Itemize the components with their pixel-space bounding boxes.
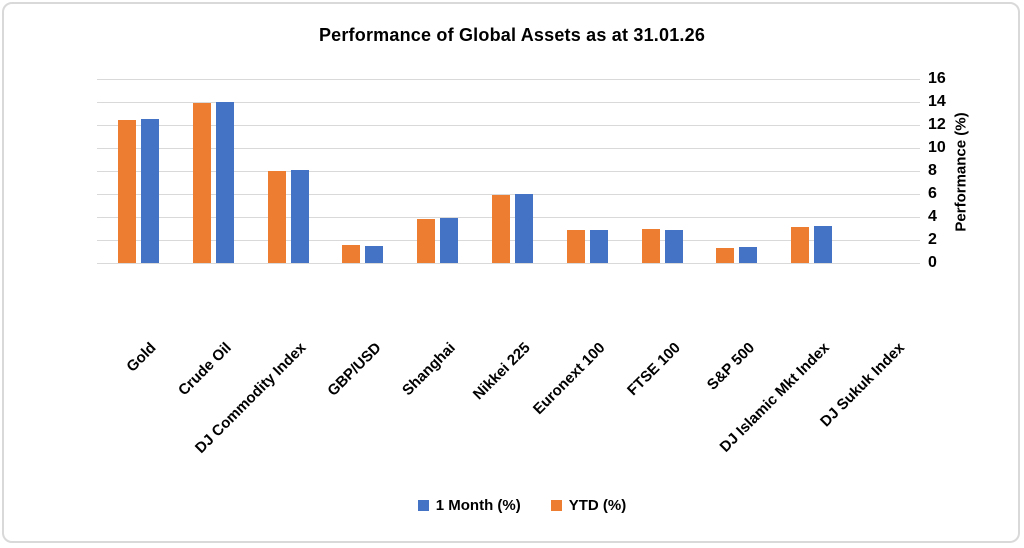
- legend-label: 1 Month (%): [435, 497, 521, 514]
- bar-ytd-crude-oil: [192, 103, 211, 263]
- bar-ytd-shanghai: [417, 219, 436, 263]
- x-category-label: S&P 500: [704, 339, 759, 394]
- bar-ytd-gold: [117, 120, 136, 263]
- y-tick-label: 4: [928, 208, 937, 225]
- bar-ytd-ftse-100: [641, 228, 660, 263]
- x-category-label: Nikkei 225: [469, 339, 534, 404]
- bar-1-month-s-p-500: [739, 246, 758, 263]
- legend-swatch-ytd: [550, 500, 562, 511]
- y-tick-label: 6: [928, 185, 937, 202]
- y-tick-label: 16: [928, 70, 946, 87]
- bar-ytd-euronext-100: [566, 229, 585, 263]
- x-category-label: Shanghai: [399, 339, 460, 400]
- legend-item-ytd: YTD (%): [550, 497, 627, 514]
- gridline: [97, 193, 920, 195]
- gridline: [97, 170, 920, 172]
- legend-label: YTD (%): [568, 497, 627, 514]
- bar-1-month-nikkei-225: [515, 194, 533, 263]
- bar-ytd-dj-islamic-mkt-index: [791, 227, 810, 263]
- gridline: [97, 262, 920, 264]
- legend: 1 Month (%) YTD (%): [10, 497, 1024, 514]
- bar-1-month-gold: [140, 119, 159, 263]
- y-tick-label: 12: [928, 116, 946, 133]
- x-category-label: GBP/USD: [323, 339, 385, 400]
- y-tick-label: 10: [928, 139, 946, 156]
- legend-swatch-1-month: [417, 500, 429, 511]
- bar-1-month-crude-oil: [215, 102, 234, 263]
- y-tick-label: 14: [928, 93, 946, 110]
- bar-1-month-gbp-usd: [365, 245, 384, 263]
- y-tick-label: 2: [928, 231, 937, 248]
- chart-title: Performance of Global Assets as at 31.01…: [318, 25, 706, 45]
- bar-ytd-dj-commodity-index: [267, 171, 286, 263]
- gridline: [97, 147, 920, 149]
- plot-area: [97, 78, 920, 264]
- x-category-label: Euronext 100: [529, 339, 609, 418]
- bar-1-month-dj-commodity-index: [290, 169, 309, 263]
- x-category-label: FTSE 100: [623, 339, 684, 400]
- y-tick-label: 0: [928, 254, 937, 271]
- legend-item-1-month: 1 Month (%): [417, 497, 521, 514]
- bar-ytd-nikkei-225: [492, 195, 510, 263]
- gridline: [97, 101, 920, 103]
- x-category-label: Crude Oil: [174, 339, 235, 400]
- bar-1-month-dj-islamic-mkt-index: [814, 226, 833, 263]
- bar-ytd-gbp-usd: [342, 244, 361, 263]
- bar-1-month-euronext-100: [589, 229, 608, 263]
- x-category-label: Gold: [123, 339, 160, 376]
- bar-ytd-s-p-500: [716, 248, 735, 263]
- y-tick-label: 8: [928, 162, 937, 179]
- gridline: [97, 78, 920, 80]
- gridline: [97, 124, 920, 126]
- bar-1-month-ftse-100: [664, 229, 683, 263]
- bar-1-month-shanghai: [440, 218, 459, 263]
